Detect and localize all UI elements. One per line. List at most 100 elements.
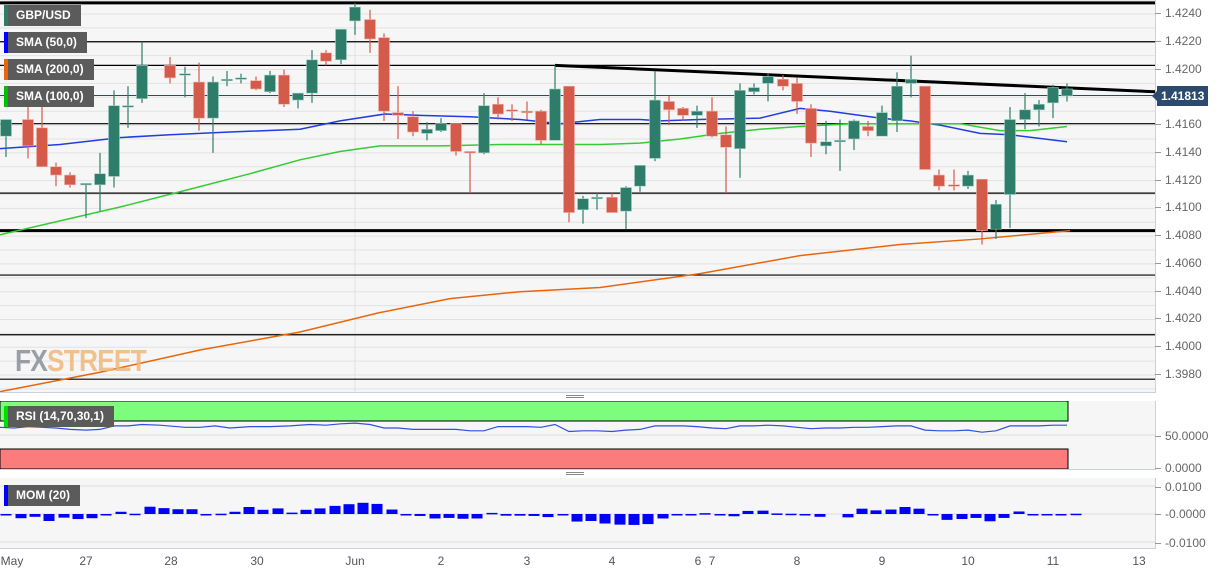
momentum-bar — [571, 514, 583, 522]
momentum-bar — [471, 514, 483, 519]
rsi-chart[interactable] — [0, 401, 1155, 469]
momentum-bar — [186, 509, 198, 514]
legend-gbpusd[interactable]: GBP/USD — [4, 5, 81, 26]
candle — [349, 6, 361, 22]
time-tick: 28 — [164, 554, 178, 568]
candle — [649, 99, 661, 159]
momentum-pane[interactable] — [0, 478, 1156, 549]
momentum-bar — [814, 514, 826, 517]
candle — [421, 128, 433, 134]
rsi-overbought-band — [0, 401, 1069, 422]
price-tick: 1.4000 — [1155, 339, 1202, 354]
legend-color-swatch — [4, 32, 8, 53]
time-tick: Jun — [345, 554, 365, 568]
momentum-bar — [200, 514, 212, 516]
candle — [1004, 119, 1016, 195]
candle — [1033, 103, 1045, 111]
momentum-bar — [429, 514, 441, 519]
rsi-pane[interactable] — [0, 401, 1156, 470]
legend-color-swatch — [4, 485, 8, 506]
legend-sma200[interactable]: SMA (200,0) — [4, 59, 94, 80]
momentum-bar — [998, 514, 1010, 518]
candlestick-chart[interactable] — [0, 0, 1155, 392]
legend-sma100[interactable]: SMA (100,0) — [4, 86, 94, 107]
candle — [791, 83, 803, 102]
candle — [521, 110, 533, 113]
candle — [478, 105, 490, 154]
candle — [577, 198, 589, 211]
momentum-bar — [29, 514, 41, 517]
momentum-bar — [885, 509, 897, 514]
price-chart-pane[interactable] — [0, 0, 1156, 393]
legend-sma50[interactable]: SMA (50,0) — [4, 32, 87, 53]
candle — [862, 126, 874, 131]
candle — [306, 59, 318, 94]
momentum-bar — [172, 509, 184, 514]
candle — [392, 112, 404, 116]
momentum-bar — [229, 511, 241, 514]
momentum-bar — [1041, 514, 1053, 516]
sma-line — [0, 107, 1068, 150]
momentum-chart[interactable] — [0, 478, 1155, 548]
candle — [876, 112, 888, 137]
legend-mom[interactable]: MOM (20) — [4, 485, 80, 506]
candle — [22, 119, 34, 147]
candle — [933, 174, 945, 187]
momentum-bar — [599, 514, 611, 524]
momentum-bar — [86, 514, 98, 519]
momentum-bar — [386, 509, 398, 514]
sma-line — [0, 122, 1068, 236]
momentum-bar — [899, 507, 911, 514]
legend-label: RSI (14,70,30,1) — [16, 409, 105, 423]
legend-color-swatch — [4, 86, 8, 107]
price-tick: 1.4160 — [1155, 117, 1202, 132]
candle — [891, 85, 903, 122]
candle — [278, 74, 290, 105]
time-tick: 30 — [250, 554, 264, 568]
momentum-bar — [984, 514, 996, 522]
price-tick: 1.4020 — [1155, 311, 1202, 326]
time-tick: 27 — [79, 554, 93, 568]
candle — [36, 127, 48, 168]
candle — [834, 140, 846, 143]
momentum-bar — [671, 514, 683, 516]
momentum-bar — [414, 514, 426, 516]
time-tick: 3 — [523, 554, 531, 568]
momentum-bar — [72, 514, 84, 520]
momentum-bar — [371, 503, 383, 514]
candle — [450, 123, 462, 152]
legend-rsi[interactable]: RSI (14,70,30,1) — [4, 406, 115, 427]
candle — [164, 65, 176, 79]
momentum-bar — [941, 514, 953, 520]
momentum-bar — [557, 514, 569, 516]
momentum-bar — [400, 514, 412, 516]
candle — [108, 105, 120, 177]
candle — [464, 151, 476, 154]
candle — [848, 120, 860, 140]
legend-color-swatch — [4, 406, 8, 427]
momentum-bar — [357, 502, 369, 514]
momentum-bar — [243, 507, 255, 514]
price-tick: 1.4040 — [1155, 283, 1202, 298]
time-tick: 7 — [708, 554, 716, 568]
current-price-badge: 1.41813 — [1151, 86, 1209, 106]
momentum-bar — [742, 510, 754, 514]
momentum-bar — [970, 514, 982, 518]
momentum-bar — [129, 513, 141, 516]
candle — [677, 108, 689, 116]
momentum-bar — [100, 514, 112, 516]
candle — [948, 184, 960, 187]
momentum-bar — [144, 506, 156, 514]
price-tick: 1.4220 — [1155, 33, 1202, 48]
candle — [136, 65, 148, 99]
candle — [364, 19, 376, 40]
momentum-bar — [956, 514, 968, 520]
candle — [221, 78, 233, 82]
time-tick: 4 — [608, 554, 616, 568]
price-tick: 1.4240 — [1155, 6, 1202, 20]
momentum-bar — [757, 510, 769, 514]
candle — [1019, 109, 1031, 120]
momentum-bar — [514, 514, 526, 516]
momentum-bar — [799, 514, 811, 516]
time-tick: 6 — [694, 554, 702, 568]
